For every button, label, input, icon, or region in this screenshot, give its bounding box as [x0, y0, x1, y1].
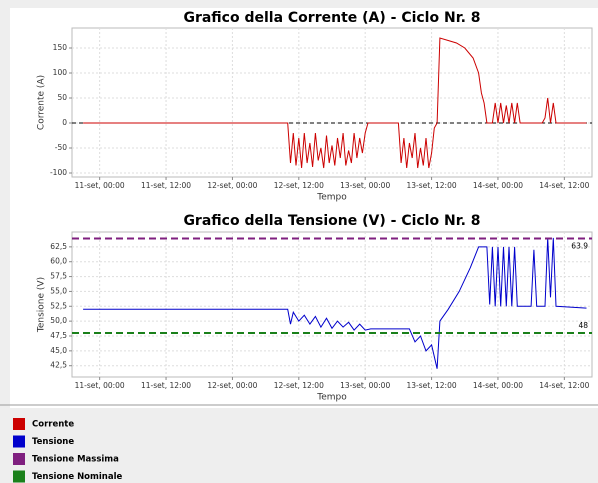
x-tick-label: 11-set, 00:00: [75, 381, 125, 390]
legend-swatch: [13, 470, 25, 483]
x-tick-label: 13-set, 12:00: [407, 181, 457, 190]
x-tick-label: 12-set, 12:00: [274, 381, 324, 390]
x-tick-label: 14-set, 00:00: [473, 381, 523, 390]
legend-label: Corrente: [32, 420, 74, 430]
data-line: [83, 37, 587, 169]
x-tick-label: 14-set, 12:00: [539, 381, 589, 390]
legend-label: Tensione Massima: [32, 455, 119, 465]
x-tick-label: 11-set, 00:00: [75, 181, 125, 190]
x-tick-label: 14-set, 12:00: [539, 181, 589, 190]
data-line: [83, 237, 587, 369]
y-tick-label: -100: [50, 168, 67, 177]
plot-area: [71, 27, 593, 178]
limit-label: 63.9: [571, 242, 588, 251]
plot-area: [71, 231, 593, 378]
y-tick-label: 50: [57, 93, 67, 102]
x-axis-label: Tempo: [316, 193, 347, 203]
x-tick-label: 13-set, 00:00: [340, 181, 390, 190]
y-tick-label: 60,0: [50, 257, 67, 266]
x-tick-label: 12-set, 12:00: [274, 181, 324, 190]
y-axis-label: Tensione (V): [37, 277, 47, 333]
x-tick-label: 14-set, 00:00: [473, 181, 523, 190]
y-tick-label: 100: [53, 68, 68, 77]
limit-label: 48: [578, 321, 588, 330]
chart-title: Grafico della Tensione (V) - Ciclo Nr. 8: [183, 213, 480, 229]
y-tick-label: 62,5: [50, 242, 67, 251]
legend-swatch: [13, 418, 25, 430]
y-tick-label: 50,0: [50, 316, 67, 325]
legend-label: Tensione Nominale: [32, 472, 122, 482]
y-tick-label: 45,0: [50, 346, 67, 355]
y-axis-label: Corrente (A): [37, 75, 47, 130]
x-axis-label: Tempo: [316, 393, 347, 403]
y-tick-label: 47,5: [50, 331, 67, 340]
x-tick-label: 12-set, 00:00: [207, 181, 257, 190]
y-tick-label: -50: [55, 143, 67, 152]
legend-label: Tensione: [32, 437, 74, 447]
legend-swatch: [13, 453, 25, 465]
x-tick-label: 11-set, 12:00: [141, 181, 191, 190]
y-tick-label: 57,5: [50, 272, 67, 281]
chart-title: Grafico della Corrente (A) - Ciclo Nr. 8: [183, 10, 480, 26]
y-tick-label: 55,0: [50, 286, 67, 295]
x-tick-label: 13-set, 00:00: [340, 381, 390, 390]
x-tick-label: 13-set, 12:00: [407, 381, 457, 390]
x-tick-label: 12-set, 00:00: [207, 381, 257, 390]
y-tick-label: 52,5: [50, 301, 67, 310]
y-tick-label: 150: [53, 43, 68, 52]
x-tick-label: 11-set, 12:00: [141, 381, 191, 390]
y-tick-label: 42,5: [50, 361, 67, 370]
legend-swatch: [13, 435, 25, 448]
y-tick-label: 0: [62, 118, 67, 127]
